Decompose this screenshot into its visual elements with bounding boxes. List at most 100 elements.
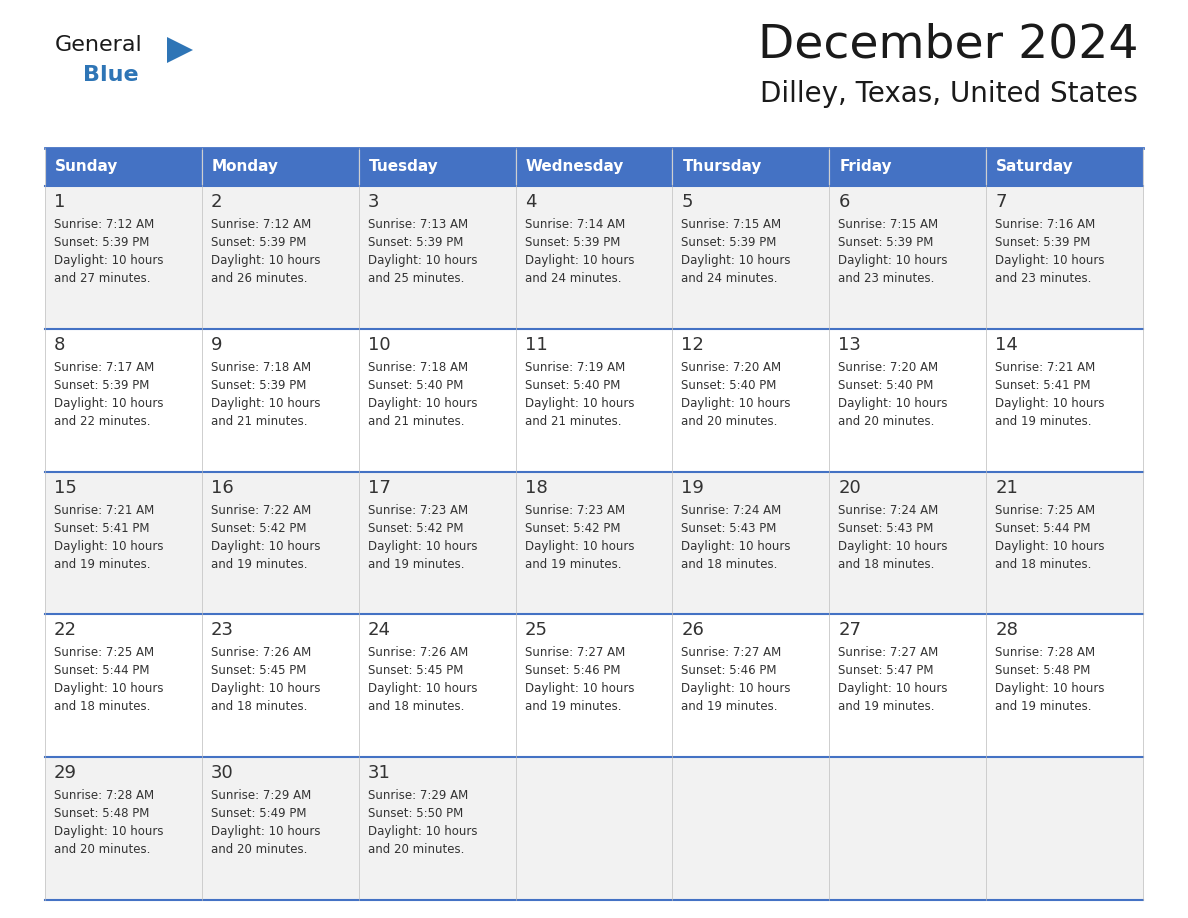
Text: Sunrise: 7:23 AM: Sunrise: 7:23 AM: [525, 504, 625, 517]
Text: Sunset: 5:41 PM: Sunset: 5:41 PM: [53, 521, 150, 534]
Text: Sunset: 5:48 PM: Sunset: 5:48 PM: [996, 665, 1091, 677]
Bar: [986, 329, 1143, 472]
Bar: [672, 757, 829, 900]
Text: and 19 minutes.: and 19 minutes.: [368, 557, 465, 571]
Text: Sunrise: 7:15 AM: Sunrise: 7:15 AM: [682, 218, 782, 231]
Bar: [672, 472, 829, 614]
Bar: [829, 757, 986, 900]
Text: 14: 14: [996, 336, 1018, 353]
Text: Blue: Blue: [83, 65, 139, 85]
Text: Sunset: 5:46 PM: Sunset: 5:46 PM: [682, 665, 777, 677]
Text: Daylight: 10 hours: Daylight: 10 hours: [210, 682, 321, 696]
Text: Sunset: 5:42 PM: Sunset: 5:42 PM: [525, 521, 620, 534]
Text: 11: 11: [525, 336, 548, 353]
Text: Daylight: 10 hours: Daylight: 10 hours: [368, 397, 478, 409]
Text: and 20 minutes.: and 20 minutes.: [53, 844, 151, 856]
Text: and 19 minutes.: and 19 minutes.: [525, 700, 621, 713]
Text: Sunset: 5:39 PM: Sunset: 5:39 PM: [210, 236, 307, 249]
Text: and 20 minutes.: and 20 minutes.: [210, 844, 308, 856]
Text: Sunrise: 7:12 AM: Sunrise: 7:12 AM: [210, 218, 311, 231]
Text: Daylight: 10 hours: Daylight: 10 hours: [210, 825, 321, 838]
Text: Sunset: 5:48 PM: Sunset: 5:48 PM: [53, 807, 150, 820]
Bar: [516, 329, 672, 472]
Bar: [986, 614, 1143, 757]
Text: and 18 minutes.: and 18 minutes.: [682, 557, 778, 571]
Text: Saturday: Saturday: [997, 160, 1074, 174]
Bar: [829, 329, 986, 472]
Text: 31: 31: [368, 764, 391, 782]
Text: and 21 minutes.: and 21 minutes.: [525, 415, 621, 428]
Text: Daylight: 10 hours: Daylight: 10 hours: [996, 397, 1105, 409]
Text: Sunset: 5:49 PM: Sunset: 5:49 PM: [210, 807, 307, 820]
Text: Dilley, Texas, United States: Dilley, Texas, United States: [760, 80, 1138, 108]
Text: General: General: [55, 35, 143, 55]
Text: Sunset: 5:44 PM: Sunset: 5:44 PM: [53, 665, 150, 677]
Bar: [359, 757, 516, 900]
Text: Sunset: 5:42 PM: Sunset: 5:42 PM: [368, 521, 463, 534]
Text: and 18 minutes.: and 18 minutes.: [839, 557, 935, 571]
Bar: [672, 329, 829, 472]
Text: December 2024: December 2024: [758, 22, 1138, 67]
Bar: [45, 148, 202, 186]
Bar: [986, 148, 1143, 186]
Text: 21: 21: [996, 478, 1018, 497]
Text: Sunset: 5:41 PM: Sunset: 5:41 PM: [996, 379, 1091, 392]
Text: Daylight: 10 hours: Daylight: 10 hours: [839, 682, 948, 696]
Bar: [359, 329, 516, 472]
Bar: [829, 614, 986, 757]
Text: Daylight: 10 hours: Daylight: 10 hours: [839, 397, 948, 409]
Text: and 24 minutes.: and 24 minutes.: [682, 272, 778, 285]
Text: 22: 22: [53, 621, 77, 640]
Text: Daylight: 10 hours: Daylight: 10 hours: [368, 825, 478, 838]
Text: 6: 6: [839, 193, 849, 211]
Text: Sunset: 5:40 PM: Sunset: 5:40 PM: [525, 379, 620, 392]
Text: 9: 9: [210, 336, 222, 353]
Text: 3: 3: [368, 193, 379, 211]
Text: 12: 12: [682, 336, 704, 353]
Bar: [672, 148, 829, 186]
Text: Daylight: 10 hours: Daylight: 10 hours: [525, 397, 634, 409]
Bar: [829, 186, 986, 329]
Text: and 19 minutes.: and 19 minutes.: [996, 415, 1092, 428]
Bar: [672, 614, 829, 757]
Text: Daylight: 10 hours: Daylight: 10 hours: [53, 254, 164, 267]
Text: 4: 4: [525, 193, 536, 211]
Text: Sunset: 5:44 PM: Sunset: 5:44 PM: [996, 521, 1091, 534]
Text: Sunrise: 7:20 AM: Sunrise: 7:20 AM: [839, 361, 939, 374]
Text: Sunset: 5:42 PM: Sunset: 5:42 PM: [210, 521, 307, 534]
Bar: [986, 757, 1143, 900]
Text: 8: 8: [53, 336, 65, 353]
Text: Sunset: 5:39 PM: Sunset: 5:39 PM: [682, 236, 777, 249]
Text: Sunrise: 7:19 AM: Sunrise: 7:19 AM: [525, 361, 625, 374]
Text: Sunset: 5:39 PM: Sunset: 5:39 PM: [53, 236, 150, 249]
Bar: [516, 614, 672, 757]
Text: and 18 minutes.: and 18 minutes.: [368, 700, 465, 713]
Bar: [202, 614, 359, 757]
Text: and 19 minutes.: and 19 minutes.: [210, 557, 308, 571]
Bar: [359, 148, 516, 186]
Bar: [45, 614, 202, 757]
Text: Sunrise: 7:27 AM: Sunrise: 7:27 AM: [682, 646, 782, 659]
Text: Daylight: 10 hours: Daylight: 10 hours: [368, 254, 478, 267]
Text: Sunrise: 7:15 AM: Sunrise: 7:15 AM: [839, 218, 939, 231]
Bar: [202, 329, 359, 472]
Bar: [516, 148, 672, 186]
Text: Sunset: 5:39 PM: Sunset: 5:39 PM: [53, 379, 150, 392]
Text: Wednesday: Wednesday: [525, 160, 624, 174]
Text: Sunrise: 7:12 AM: Sunrise: 7:12 AM: [53, 218, 154, 231]
Bar: [202, 757, 359, 900]
Bar: [359, 472, 516, 614]
Text: 29: 29: [53, 764, 77, 782]
Text: 15: 15: [53, 478, 77, 497]
Bar: [516, 757, 672, 900]
Text: Sunset: 5:50 PM: Sunset: 5:50 PM: [368, 807, 463, 820]
Text: Sunset: 5:45 PM: Sunset: 5:45 PM: [210, 665, 307, 677]
Bar: [986, 186, 1143, 329]
Text: and 21 minutes.: and 21 minutes.: [210, 415, 308, 428]
Text: and 18 minutes.: and 18 minutes.: [53, 700, 151, 713]
Text: Sunrise: 7:22 AM: Sunrise: 7:22 AM: [210, 504, 311, 517]
Text: and 19 minutes.: and 19 minutes.: [525, 557, 621, 571]
Text: and 19 minutes.: and 19 minutes.: [839, 700, 935, 713]
Text: Daylight: 10 hours: Daylight: 10 hours: [682, 397, 791, 409]
Text: 2: 2: [210, 193, 222, 211]
